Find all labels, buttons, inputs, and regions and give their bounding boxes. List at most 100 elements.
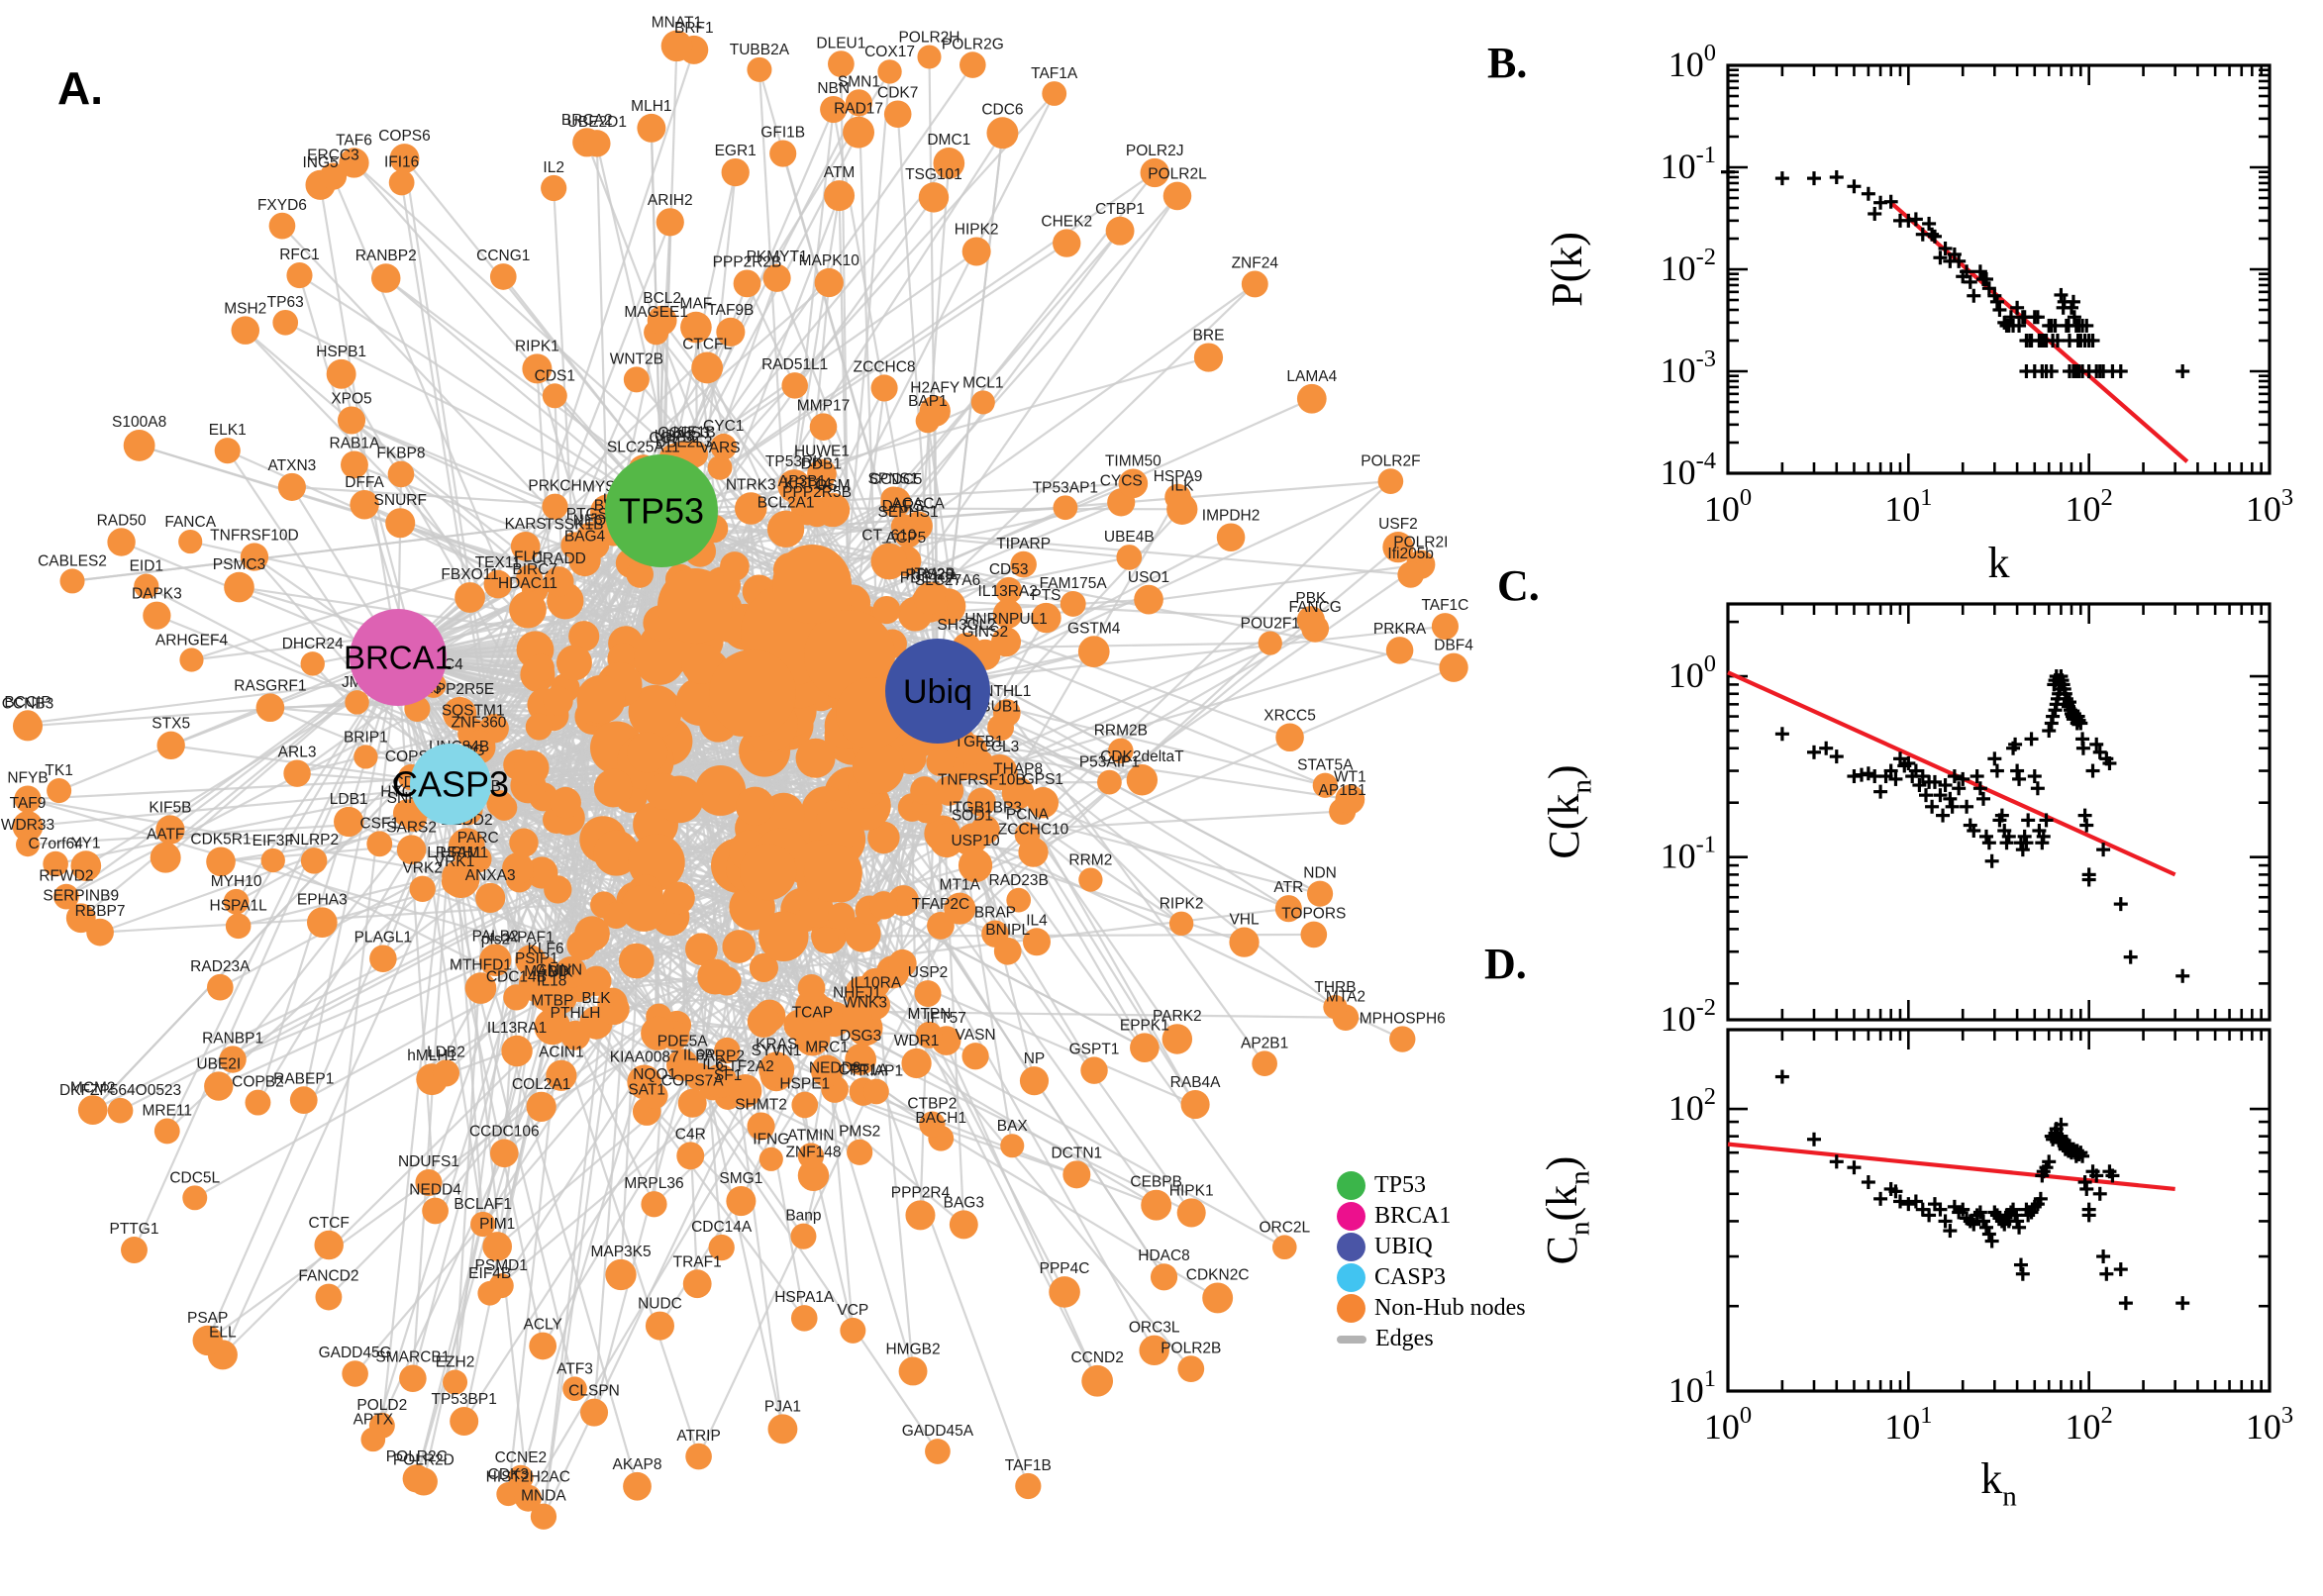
network-node xyxy=(306,907,338,939)
x-tick-label: 101​ xyxy=(1884,484,1932,529)
y-tick-label: 10-2​ xyxy=(1661,994,1716,1039)
network-node xyxy=(396,835,427,864)
network-node xyxy=(240,543,269,571)
network-edge xyxy=(781,152,917,615)
legend-item-tp53: TP53 xyxy=(1337,1170,1526,1201)
network-node xyxy=(530,1503,557,1530)
network-node xyxy=(914,980,942,1007)
legend-label: Edges xyxy=(1375,1326,1434,1351)
network-node xyxy=(339,148,369,178)
network-edge xyxy=(822,563,1421,646)
network-edge xyxy=(726,979,862,995)
network-edge xyxy=(351,419,615,531)
network-edge xyxy=(431,747,618,1080)
network-node xyxy=(155,815,185,845)
network-node xyxy=(722,930,757,963)
legend-item-ubiq: UBIQ xyxy=(1337,1232,1526,1262)
y-tick-label: 100​ xyxy=(1668,650,1716,695)
network-node xyxy=(153,1118,180,1145)
network-node xyxy=(1018,837,1049,867)
network-node xyxy=(726,1186,757,1217)
y-tick-label: 10-1​ xyxy=(1661,142,1716,186)
network-node xyxy=(695,764,747,816)
network-edge xyxy=(669,916,784,1430)
network-node xyxy=(470,1211,496,1238)
network-node xyxy=(677,1088,707,1118)
network-node xyxy=(510,531,541,561)
network-node xyxy=(618,943,655,979)
x-tick-label: 102​ xyxy=(2066,484,2113,529)
network-node xyxy=(758,1051,795,1088)
panel-d-label: D. xyxy=(1484,940,1527,988)
legend-label: TP53 xyxy=(1374,1172,1427,1198)
x-axis-label: k xyxy=(1988,539,2010,587)
network-node xyxy=(475,882,506,914)
network-node xyxy=(1296,383,1327,414)
x-axis-label: kn​ xyxy=(1980,1454,2017,1512)
network-edge xyxy=(496,983,539,1247)
network-node xyxy=(1000,1134,1025,1158)
network-edge xyxy=(340,373,453,785)
y-tick-label: 101​ xyxy=(1668,1365,1716,1410)
network-edge xyxy=(71,509,662,582)
legend-item-brca1: BRCA1 xyxy=(1337,1201,1526,1232)
edges-swatch-icon xyxy=(1337,1335,1366,1344)
node-swatch-icon xyxy=(1337,1171,1365,1200)
y-tick-label: 10-4​ xyxy=(1661,448,1716,492)
network-node xyxy=(345,690,369,715)
network-node xyxy=(877,59,902,84)
network-node xyxy=(623,1471,652,1501)
legend-label: CASP3 xyxy=(1374,1264,1447,1290)
chart-panel-C: 100​ 10-1​ 10-2​ C(kn​) xyxy=(1540,602,2272,1039)
scatter-points xyxy=(1774,1069,2190,1311)
node-swatch-icon xyxy=(1337,1294,1365,1323)
network-edge xyxy=(937,480,1391,692)
network-node xyxy=(628,684,682,739)
network-node xyxy=(790,1305,818,1332)
network-edge xyxy=(613,986,812,1011)
panel-b-label: B. xyxy=(1487,39,1528,87)
y-tick-label: 100​ xyxy=(1668,40,1716,84)
network-edge xyxy=(937,690,1337,1009)
network-legend: TP53 BRCA1 UBIQ CASP3 Non-Hub nodes Edges xyxy=(1337,1170,1526,1354)
network-edge xyxy=(206,783,453,1342)
y-tick-label: 10-2​ xyxy=(1661,244,1716,288)
network-node xyxy=(708,1234,735,1261)
scatter-points xyxy=(1774,669,2190,983)
network-edge xyxy=(660,171,1156,512)
x-tick-label: 101​ xyxy=(1884,1402,1932,1446)
network-node xyxy=(260,848,285,873)
network-edge xyxy=(822,1010,1158,1207)
network-edge xyxy=(54,782,452,865)
network-edge xyxy=(385,277,662,512)
network-node xyxy=(593,830,640,876)
x-tick-label: 102​ xyxy=(2066,1402,2113,1446)
network-node xyxy=(949,1210,978,1240)
fit-line xyxy=(1727,670,2176,877)
network-node xyxy=(1150,1263,1178,1291)
network-edge xyxy=(449,783,530,1499)
scatter-points xyxy=(1721,164,2190,378)
legend-item-non-hub-nodes: Non-Hub nodes xyxy=(1337,1293,1526,1324)
network-node xyxy=(1042,81,1067,106)
network-node xyxy=(791,1091,819,1119)
network-edge xyxy=(100,896,679,934)
network-edge xyxy=(454,728,496,1383)
network-node xyxy=(1053,229,1081,257)
network-node xyxy=(182,1185,208,1211)
x-tick-label: 103​ xyxy=(2246,484,2293,529)
network-edge xyxy=(874,642,1271,1006)
network-node xyxy=(150,842,181,873)
y-axis-label: Cn​(kn​) xyxy=(1538,1156,1595,1265)
network-node xyxy=(1177,1355,1205,1383)
network-node xyxy=(1162,1024,1193,1054)
legend-label: BRCA1 xyxy=(1374,1203,1452,1229)
panel-a-label: A. xyxy=(57,62,103,114)
legend-label: UBIQ xyxy=(1374,1234,1433,1259)
axis-ticks xyxy=(1726,63,2272,475)
network-edge xyxy=(380,783,453,1427)
legend-item-casp3: CASP3 xyxy=(1337,1262,1526,1293)
network-edge xyxy=(27,686,566,728)
